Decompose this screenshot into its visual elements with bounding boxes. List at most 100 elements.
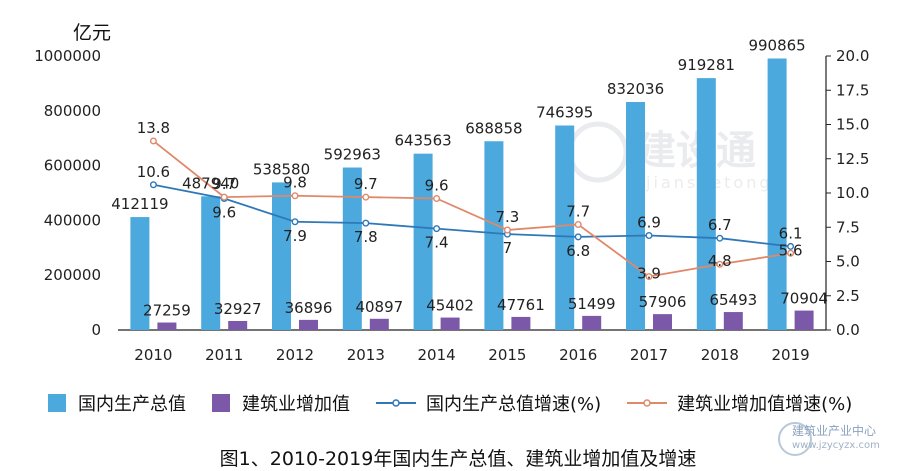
point-construction-growth [291,192,299,200]
point-gdp-growth [149,181,157,189]
y-axis-left-ticks: 0 200000 400000 600000 800000 1000000 [34,47,101,339]
legend-item-construction-growth: 建筑业增加值增速(%) [627,390,852,416]
x-tick-label: 2018 [701,346,739,364]
watermark-corner-url: www.jzycyzx.com [792,440,880,451]
data-label-gdp-growth: 7 [503,239,513,257]
y-tick-left-label: 0 [91,321,101,339]
bar-gdp [767,58,787,330]
y-tick-right-label: 15.0 [836,116,869,134]
x-tick-label: 2017 [630,346,668,364]
legend-item-gdp: 国内生产总值 [48,390,186,416]
point-construction-growth [503,226,511,234]
data-label-gdp-growth: 7.9 [283,227,307,245]
bar-construction [228,320,248,330]
x-tick-label: 2010 [134,346,172,364]
point-gdp-growth [433,225,441,233]
legend-label-construction-growth: 建筑业增加值增速(%) [677,394,853,415]
data-label-gdp-growth: 6.1 [779,224,803,242]
bar-gdp [484,141,504,330]
watermark-logo-icon [778,422,812,456]
bars [130,58,814,331]
y-axis-right-ticks: 0.0 2.5 5.0 7.5 10.0 12.5 15.0 17.5 20.0 [826,47,869,339]
data-label-construction-growth: 3.9 [637,265,661,283]
bar-construction [723,312,743,330]
line-gdp-growth [153,183,791,248]
legend-item-gdp-growth: 国内生产总值增速(%) [376,390,601,416]
bar-construction [582,315,602,330]
y-tick-right-label: 7.5 [836,218,860,236]
x-tick-label: 2019 [772,346,810,364]
point-gdp-growth [362,219,370,227]
bar-construction [299,319,318,330]
point-gdp-growth [574,233,582,241]
data-labels: 412119 27259 487940 32927 538580 36896 592963 4… [111,37,828,320]
x-tick-label: 2015 [488,346,526,364]
data-label-gdp-growth: 6.7 [708,216,732,234]
x-axis-ticks: 2010 2011 2012 2013 2014 2015 2016 2017 2018 2019 [134,346,809,364]
data-label-gdp-growth: 6.8 [566,242,590,260]
bar-construction [440,317,460,330]
y-tick-right-label: 5.0 [836,253,860,271]
point-gdp-growth [291,218,299,226]
watermark-corner-title: 建筑业产业中心 [792,424,877,438]
data-label-construction-growth: 13.8 [137,119,170,137]
data-label-gdp: 538580 [253,160,310,178]
legend-swatch-gdp [48,394,66,412]
data-label-construction: 57906 [639,293,687,311]
bar-gdp [130,217,150,330]
data-label-construction-growth: 4.8 [708,252,732,270]
data-label-construction: 36896 [285,299,333,317]
bar-gdp [626,102,645,331]
legend-item-construction: 建筑业增加值 [212,390,350,416]
y-tick-right-label: 2.5 [836,287,860,305]
data-label-construction: 27259 [143,302,191,320]
data-label-gdp-growth: 9.6 [212,203,236,221]
y-axis-unit: 亿元 [73,22,111,44]
data-label-construction-growth: 9.7 [212,175,236,193]
y-tick-left-label: 600000 [44,157,101,175]
y-tick-left-label: 1000000 [34,47,101,65]
point-construction-growth [149,137,157,145]
point-construction-growth [220,193,228,201]
point-construction-growth [574,221,582,229]
legend: 国内生产总值 建筑业增加值 国内生产总值增速(%) 建筑业增加值增速(%) [48,386,878,420]
point-construction-growth [433,194,441,202]
x-tick-label: 2014 [418,346,456,364]
y-tick-right-label: 10.0 [836,184,869,202]
line-construction-growth [152,140,791,278]
data-label-construction-growth: 7.7 [566,203,590,221]
data-label-construction: 51499 [568,295,616,313]
data-label-gdp: 919281 [678,56,735,74]
y-tick-right-label: 20.0 [836,47,869,65]
legend-label-gdp-growth: 国内生产总值增速(%) [426,394,602,415]
figure-caption: 图1、2010-2019年国内生产总值、建筑业增加值及增速 [219,448,697,470]
data-label-gdp-growth: 7.4 [425,234,449,252]
data-label-construction-growth: 9.6 [425,176,449,194]
data-label-construction-growth: 9.7 [354,175,378,193]
legend-swatch-construction [212,394,230,412]
point-gdp-growth [645,231,653,239]
x-tick-label: 2012 [276,346,314,364]
bar-construction [157,322,177,330]
data-label-gdp-growth: 6.9 [637,213,661,231]
bar-construction [369,318,389,330]
legend-swatch-construction-growth [627,397,668,409]
point-construction-growth [645,273,653,281]
bar-gdp [555,125,575,331]
watermark-corner: 建筑业产业中心 www.jzycyzx.com [778,418,910,460]
point-construction-growth [787,249,795,257]
bar-construction [653,314,672,330]
point-construction-growth [716,260,724,268]
bar-gdp [342,167,362,330]
data-label-gdp: 412119 [111,195,168,213]
data-label-construction-growth: 9.8 [283,174,307,192]
data-label-construction: 70904 [780,290,828,308]
series-lines [149,137,795,281]
y-tick-left-label: 400000 [44,211,101,229]
legend-label-gdp: 国内生产总值 [78,394,186,415]
x-tick-label: 2016 [559,346,597,364]
data-label-gdp-growth: 7.8 [354,228,378,246]
y-tick-right-label: 0.0 [836,321,860,339]
legend-swatch-gdp-growth [376,397,416,409]
data-label-gdp: 746395 [536,103,593,121]
